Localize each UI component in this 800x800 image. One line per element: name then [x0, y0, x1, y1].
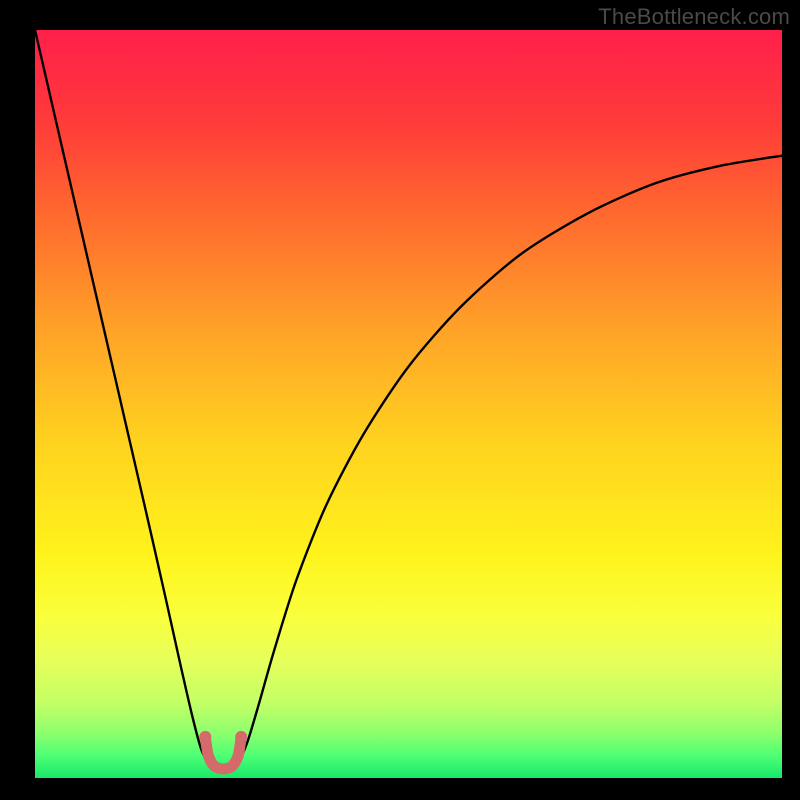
valley-marker-dot-right [235, 731, 247, 743]
chart-svg [0, 0, 800, 800]
plot-area [35, 30, 782, 778]
plot-background [35, 30, 782, 778]
valley-marker-dot-left [199, 731, 211, 743]
chart-frame: TheBottleneck.com [0, 0, 800, 800]
watermark-text: TheBottleneck.com [598, 4, 790, 30]
